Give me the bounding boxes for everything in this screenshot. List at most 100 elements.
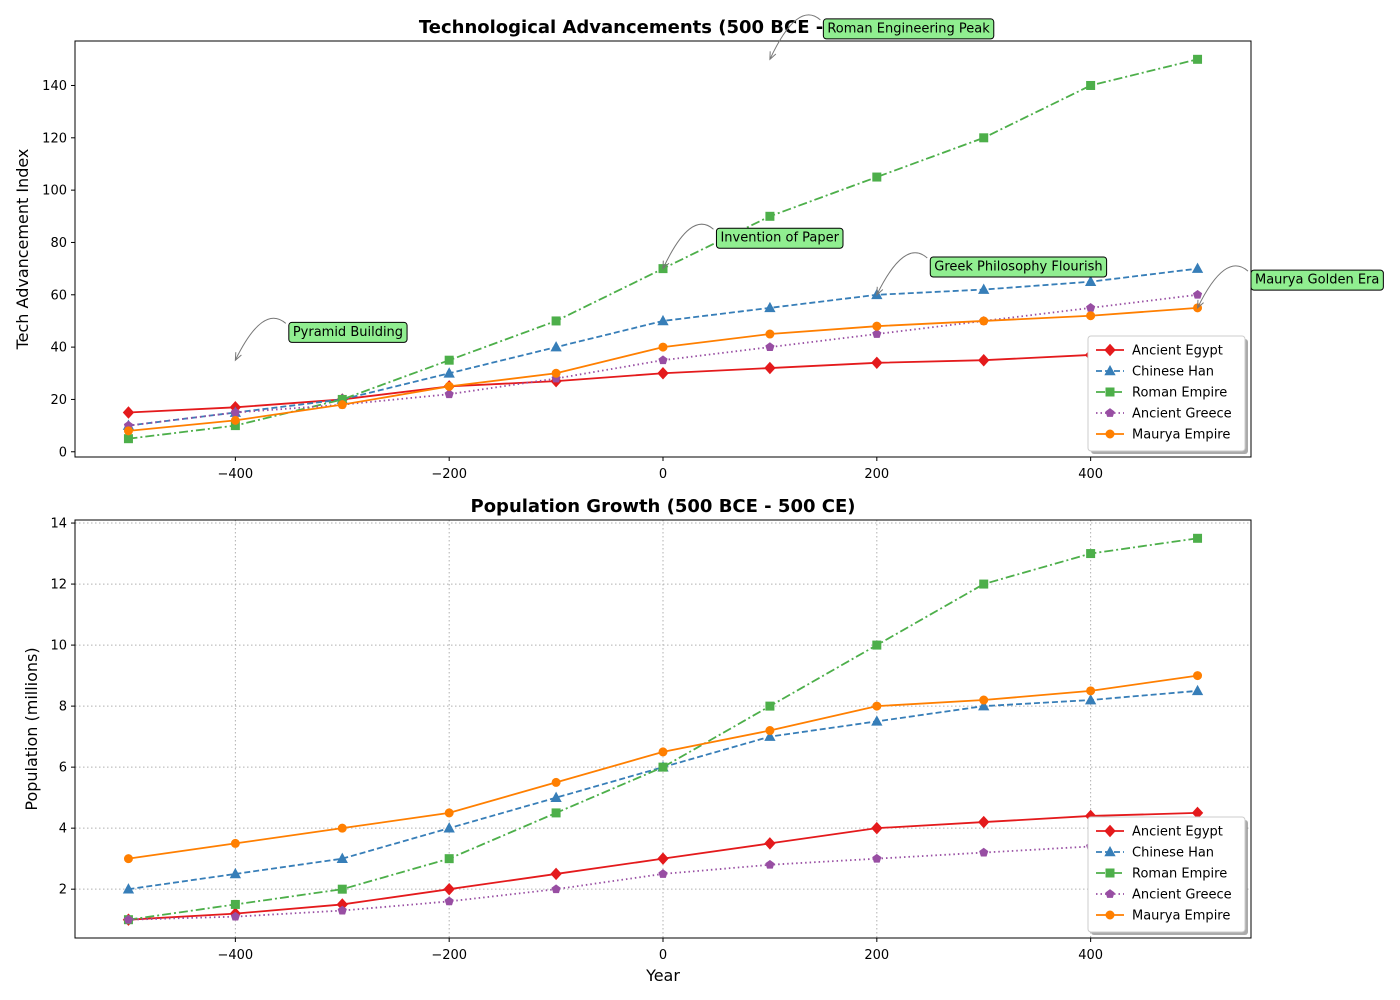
y-tick-label: 0 [59,445,67,460]
data-point-ancient-greece [765,859,775,869]
legend-marker [1105,868,1115,878]
data-point-ancient-egypt [978,353,990,367]
x-tick-label: −200 [431,948,467,963]
data-point-chinese-han [978,700,990,711]
data-point-ancient-egypt [550,867,562,881]
data-point-maurya-empire [1086,686,1096,696]
data-point-ancient-greece [444,389,454,399]
data-point-ancient-greece [551,884,561,894]
data-point-ancient-greece [765,342,775,352]
data-point-chinese-han [657,314,669,326]
x-tick-label: 400 [1078,948,1103,963]
annotation-invention-of-paper: Invention of Paper [662,223,844,270]
y-tick-label: 8 [59,700,67,715]
series-maurya-empire [123,303,1203,436]
data-point-maurya-empire [230,838,240,848]
data-point-chinese-han [1084,275,1097,287]
annotation-box [929,256,1108,278]
data-point-ancient-greece [1192,289,1203,299]
legend-marker [1105,910,1115,920]
data-point-ancient-greece [337,905,347,915]
data-point-chinese-han [122,883,135,894]
data-point-maurya-empire [444,808,454,818]
annotation-arrow [769,14,821,60]
data-point-roman-empire [765,701,775,711]
data-point-roman-empire [979,133,989,143]
data-point-chinese-han [764,301,776,313]
y-tick-label: 60 [50,288,67,303]
legend-marker [1105,429,1115,439]
y-tick-label: 140 [42,79,67,94]
data-point-ancient-egypt [871,821,883,835]
tech-y-axis-label: Tech Advancement Index [13,149,32,351]
data-point-maurya-empire [1086,311,1096,321]
annotation-arrowhead [662,260,670,270]
legend-box [1087,335,1246,452]
series-roman-empire [123,533,1203,925]
data-point-chinese-han [871,715,883,726]
y-tick-label: 120 [42,131,67,146]
legend-marker [1104,845,1116,857]
tech-legend: Ancient Egypt Chinese Han Roman Empire Anci… [1087,335,1248,454]
annotation-text: Greek Philosophy Flourish [934,260,1102,275]
y-tick-label: 10 [50,639,67,654]
annotation-text: Maurya Golden Era [1255,273,1379,288]
annotation-box [288,321,408,343]
data-point-roman-empire [1086,80,1096,90]
annotation-arrow [234,317,287,361]
data-point-chinese-han [443,367,455,378]
data-point-chinese-han [1191,684,1204,696]
data-point-maurya-empire [872,321,882,331]
data-point-roman-empire [765,211,775,221]
legend-label: Maurya Empire [1132,428,1230,443]
legend-marker [1105,387,1115,397]
legend-marker [1104,824,1116,838]
x-tick-label: 200 [864,467,889,482]
legend-label: Roman Empire [1132,386,1227,401]
data-point-ancient-greece [658,355,668,365]
data-point-maurya-empire [230,415,240,425]
legend-label: Ancient Egypt [1132,344,1223,359]
data-point-maurya-empire [979,316,989,326]
population-growth-chart: −400 −200 0 200 400 2 4 6 8 10 12 14 Population Gro… [22,496,1252,985]
data-point-maurya-empire [1193,671,1203,681]
data-point-ancient-egypt [657,852,669,865]
population-ticks: −400 −200 0 200 400 2 4 6 8 10 12 14 [50,517,1103,963]
legend-label: Ancient Greece [1132,888,1232,903]
data-point-roman-empire [551,316,561,326]
data-point-maurya-empire [765,726,775,736]
data-point-chinese-han [550,341,562,352]
y-tick-label: 14 [50,517,67,532]
population-y-axis-label: Population (millions) [22,647,41,810]
annotation-arrowhead [234,352,242,362]
data-point-ancient-egypt [978,815,990,829]
legend-item-ancient-egypt: Ancient Egypt [1096,825,1223,840]
annotation-box [822,18,995,40]
data-point-ancient-greece [444,896,454,906]
data-point-roman-empire [444,355,454,365]
x-tick-label: 0 [659,948,667,963]
data-point-roman-empire [123,434,133,444]
data-point-roman-empire [1193,533,1203,543]
legend-item-maurya-empire: Maurya Empire [1096,909,1230,924]
data-point-roman-empire [551,808,561,818]
legend-label: Roman Empire [1132,867,1227,882]
legend-label: Ancient Egypt [1132,825,1223,840]
y-tick-label: 80 [50,236,67,251]
data-point-maurya-empire [123,854,133,864]
x-tick-label: 200 [864,948,889,963]
y-tick-label: 2 [59,883,67,898]
data-point-maurya-empire [765,329,775,339]
data-point-maurya-empire [444,381,454,391]
data-point-maurya-empire [123,426,133,436]
annotation-arrowhead [769,51,777,61]
data-point-roman-empire [872,172,882,182]
legend-item-chinese-han: Chinese Han [1096,365,1214,380]
data-point-maurya-empire [337,400,347,410]
population-series [122,533,1204,926]
data-point-maurya-empire [979,695,989,705]
data-point-chinese-han [978,283,990,294]
data-point-maurya-empire [337,823,347,833]
data-point-ancient-greece [658,869,668,878]
